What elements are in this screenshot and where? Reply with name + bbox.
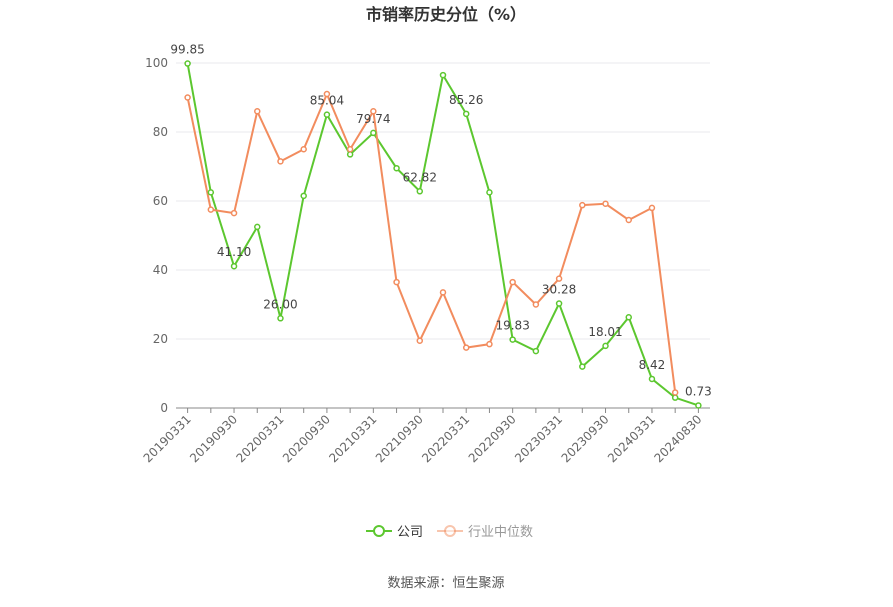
value-label: 85.26 xyxy=(449,93,483,107)
value-label: 30.28 xyxy=(542,283,576,297)
point xyxy=(393,278,400,286)
point xyxy=(509,336,516,343)
legend-item: 行业中位数 xyxy=(437,525,533,540)
point xyxy=(370,108,377,115)
value-label: 99.85 xyxy=(170,43,204,57)
point xyxy=(486,340,493,348)
x-tick-label: 20240830 xyxy=(651,412,704,465)
value-label: 19.83 xyxy=(495,319,529,333)
series-line xyxy=(186,91,677,393)
x-tick-label: 20210930 xyxy=(373,412,426,465)
y-tick-label: 60 xyxy=(153,194,168,208)
point xyxy=(439,289,447,296)
x-tick-label: 20190930 xyxy=(187,412,240,465)
point xyxy=(532,301,540,308)
point xyxy=(695,402,702,409)
value-label: 0.73 xyxy=(685,384,712,398)
point xyxy=(648,375,656,383)
point xyxy=(254,223,261,231)
point xyxy=(207,206,215,213)
value-label: 26.00 xyxy=(263,297,297,311)
chart-title: 市销率历史分位（%） xyxy=(366,5,526,24)
point xyxy=(416,337,424,344)
y-tick-label: 20 xyxy=(153,332,168,346)
point xyxy=(625,216,632,224)
x-tick-label: 20230331 xyxy=(512,412,565,465)
source: 数据来源：恒生聚源 xyxy=(387,576,504,591)
point xyxy=(579,201,586,209)
value-label: 79.74 xyxy=(356,112,390,126)
point xyxy=(184,60,191,67)
point xyxy=(370,129,377,137)
point xyxy=(300,146,307,153)
point xyxy=(439,71,447,79)
point xyxy=(555,300,563,307)
point xyxy=(532,347,540,355)
point xyxy=(671,389,679,396)
legend-label: 行业中位数 xyxy=(468,525,533,540)
point xyxy=(486,189,493,196)
point xyxy=(393,164,400,172)
y-tick-label: 80 xyxy=(153,125,168,139)
point xyxy=(648,204,656,212)
point xyxy=(300,192,307,200)
x-tick-label: 20240331 xyxy=(605,412,658,465)
value-label: 85.04 xyxy=(310,94,344,108)
point xyxy=(462,110,470,118)
series-line xyxy=(186,63,699,407)
point xyxy=(602,342,609,350)
y-tick-label: 40 xyxy=(153,263,168,277)
value-label: 18.01 xyxy=(588,325,622,339)
point xyxy=(416,188,424,195)
x-tick-label: 20200930 xyxy=(280,412,333,465)
x-tick-label: 20200331 xyxy=(234,412,287,465)
x-tick-label: 20220331 xyxy=(419,412,472,465)
point xyxy=(207,189,215,196)
value-label: 8.42 xyxy=(639,358,666,372)
legend-symbol xyxy=(373,525,385,537)
point xyxy=(602,200,609,208)
y-tick-label: 0 xyxy=(160,401,168,415)
legend-label: 公司 xyxy=(397,525,423,540)
point xyxy=(579,363,586,370)
point xyxy=(323,90,331,98)
y-tick-label: 100 xyxy=(145,56,168,70)
point xyxy=(230,262,238,270)
point xyxy=(277,315,284,322)
point xyxy=(671,394,679,401)
x-tick-label: 20230930 xyxy=(559,412,612,465)
x-tick-label: 20190331 xyxy=(141,412,194,465)
point xyxy=(625,314,632,321)
point xyxy=(346,146,354,153)
point xyxy=(323,111,331,118)
point xyxy=(462,344,470,351)
legend-symbol xyxy=(444,525,457,537)
point xyxy=(230,209,238,217)
legend-item: 公司 xyxy=(366,525,423,540)
point xyxy=(509,278,516,286)
point xyxy=(555,275,563,282)
point xyxy=(277,158,284,165)
value-label: 41.10 xyxy=(217,245,251,259)
x-tick-label: 20210331 xyxy=(326,412,379,465)
point xyxy=(346,151,354,158)
value-label: 62.82 xyxy=(403,170,437,184)
point xyxy=(184,94,191,101)
point xyxy=(254,108,261,115)
x-tick-label: 20220930 xyxy=(466,412,519,465)
